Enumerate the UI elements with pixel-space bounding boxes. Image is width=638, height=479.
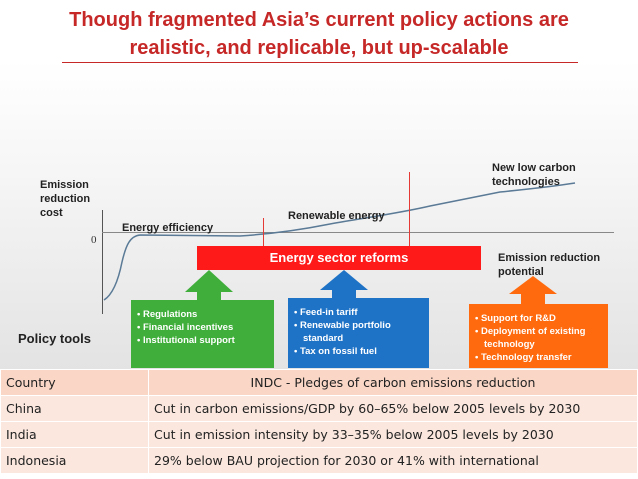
policy-item: Regulations xyxy=(137,308,268,321)
policy-box-orange: Support for R&D Deployment of existing t… xyxy=(469,304,608,368)
label-new-low-carbon-line-2: technologies xyxy=(492,176,560,188)
table-row: India Cut in emission intensity by 33–35… xyxy=(0,421,638,448)
y-axis-label-line-2: reduction xyxy=(40,193,91,205)
policy-box-green: Regulations Financial incentives Institu… xyxy=(131,300,274,368)
cell-country: China xyxy=(0,395,149,422)
policy-item: Renewable portfolio standard xyxy=(294,319,423,345)
policy-item: Support for R&D xyxy=(475,312,602,325)
cost-curve xyxy=(103,182,576,301)
y-axis-label: Emission reduction cost xyxy=(40,178,90,220)
policy-item: Institutional support xyxy=(137,334,268,347)
title-underline xyxy=(62,62,578,63)
title-line-1: Though fragmented Asia’s current policy … xyxy=(69,9,569,31)
policy-item: Financial incentives xyxy=(137,321,268,334)
header-country: Country xyxy=(0,369,149,396)
x-axis xyxy=(102,232,614,233)
divider-line-2 xyxy=(409,172,410,246)
energy-sector-reforms-bar: Energy sector reforms xyxy=(197,246,481,270)
policy-item: Deployment of existing technology xyxy=(475,325,602,351)
label-renewable-energy: Renewable energy xyxy=(288,210,385,222)
title-line-2: realistic, and replicable, but up-scalab… xyxy=(129,37,509,59)
policy-tools-label: Policy tools xyxy=(18,331,91,346)
label-new-low-carbon-line-1: New low carbon xyxy=(492,162,576,174)
label-energy-efficiency: Energy efficiency xyxy=(122,222,214,234)
table-row: China Cut in carbon emissions/GDP by 60–… xyxy=(0,395,638,422)
y-axis-label-line-1: Emission xyxy=(40,179,89,191)
green-arrow-stem xyxy=(197,291,221,301)
cell-pledge: Cut in carbon emissions/GDP by 60–65% be… xyxy=(148,395,638,422)
cell-pledge: Cut in emission intensity by 33–35% belo… xyxy=(148,421,638,448)
cell-country: India xyxy=(0,421,149,448)
orange-arrow-head xyxy=(509,276,557,294)
x-axis-label-line-1: Emission reduction xyxy=(498,252,601,264)
y-axis xyxy=(102,210,103,314)
slide-title: Though fragmented Asia’s current policy … xyxy=(20,6,618,62)
green-arrow-head xyxy=(185,270,233,292)
orange-arrow-stem xyxy=(521,293,545,305)
label-new-low-carbon: New low carbon technologies xyxy=(492,161,576,189)
table-header-row: Country INDC - Pledges of carbon emissio… xyxy=(0,369,638,396)
policy-item: Technology transfer xyxy=(475,351,602,364)
y-axis-label-line-3: cost xyxy=(40,207,63,219)
blue-arrow-head xyxy=(320,270,368,290)
policy-box-blue: Feed-in tariff Renewable portfolio stand… xyxy=(288,298,429,368)
policy-item: Tax on fossil fuel xyxy=(294,345,423,358)
table-row: Indonesia 29% below BAU projection for 2… xyxy=(0,447,638,474)
zero-label: 0 xyxy=(91,234,97,246)
blue-arrow-stem xyxy=(332,289,356,299)
cell-country: Indonesia xyxy=(0,447,149,474)
cell-pledge: 29% below BAU projection for 2030 or 41%… xyxy=(148,447,638,474)
indc-table: Country INDC - Pledges of carbon emissio… xyxy=(0,369,638,474)
x-axis-label-line-2: potential xyxy=(498,266,544,278)
divider-line-1 xyxy=(263,218,264,246)
header-pledges: INDC - Pledges of carbon emissions reduc… xyxy=(148,369,638,396)
x-axis-label: Emission reduction potential xyxy=(498,251,600,279)
policy-item: Feed-in tariff xyxy=(294,306,423,319)
